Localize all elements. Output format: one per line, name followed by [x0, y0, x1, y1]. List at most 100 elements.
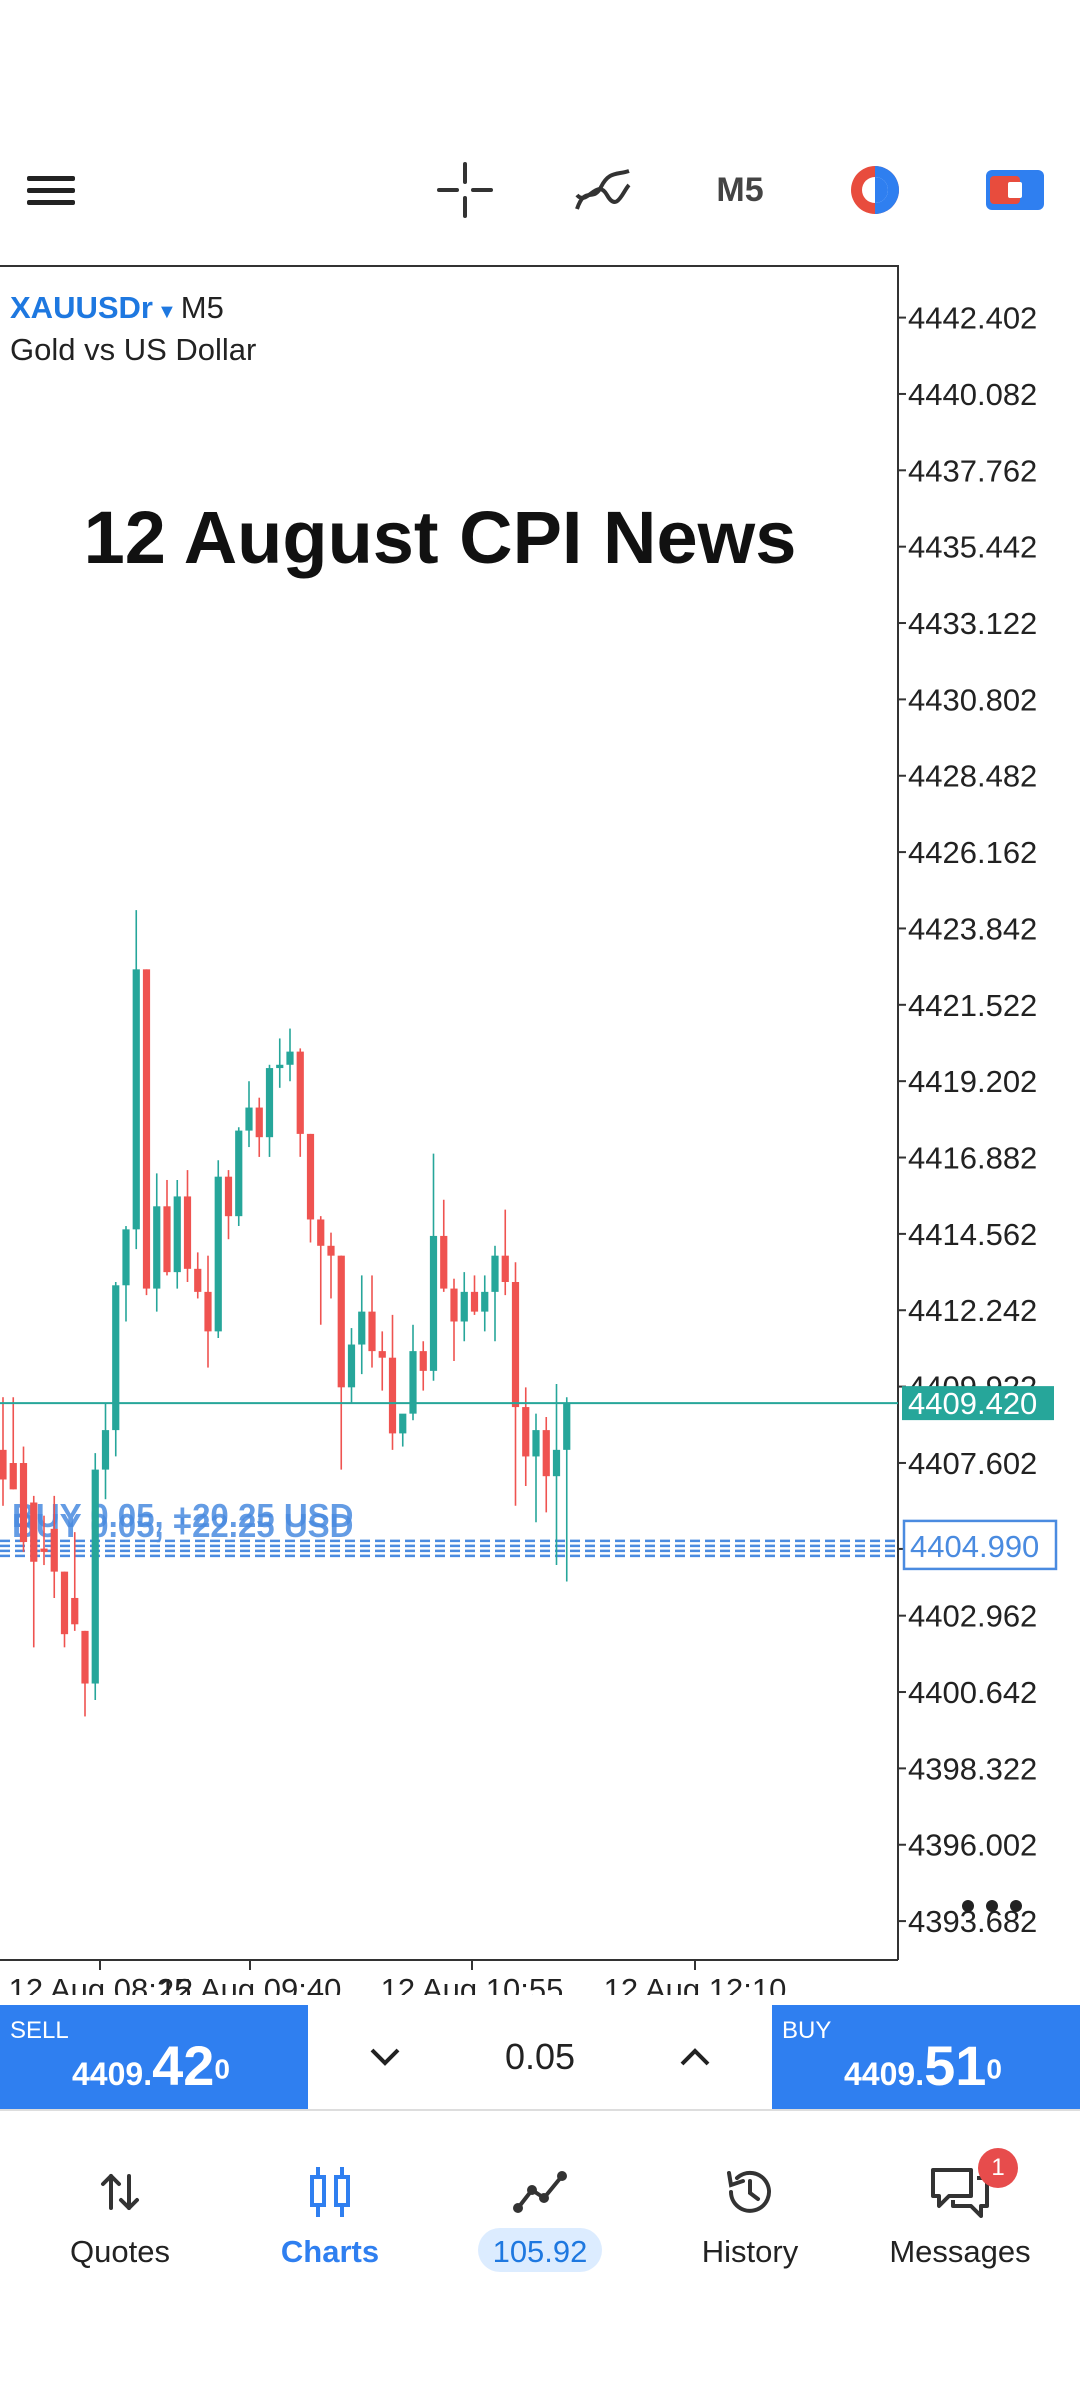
- y-tick-label: 4423.842: [908, 911, 1037, 946]
- candle-body: [409, 1351, 417, 1414]
- color-icon[interactable]: [980, 130, 1050, 250]
- bid-price-tag: [902, 1386, 1054, 1421]
- y-tick-label: 4435.442: [908, 530, 1037, 565]
- bid-price-label: 4409.420: [908, 1386, 1037, 1421]
- y-tick-label: 4428.482: [908, 759, 1037, 794]
- candle-body: [142, 969, 151, 1289]
- y-tick-label: 4416.882: [908, 1141, 1037, 1176]
- candle-body: [173, 1196, 181, 1273]
- candle-body: [347, 1344, 356, 1388]
- candle-body: [122, 1229, 130, 1286]
- candle-body: [81, 1630, 89, 1684]
- symbol-name[interactable]: XAUUSDr: [10, 290, 153, 325]
- candle-body: [204, 1291, 212, 1332]
- candle-body: [112, 1285, 120, 1431]
- chart-area[interactable]: 4442.402 4440.082 4437.762 4435.442 4433.122…: [0, 265, 1080, 1995]
- more-dots-icon[interactable]: [962, 1900, 1022, 1920]
- candle-body: [255, 1107, 263, 1138]
- buy-price-small: 4409.: [844, 2056, 925, 2092]
- messages-icon: [860, 2162, 1060, 2222]
- nav-messages[interactable]: 1 Messages: [860, 2130, 1060, 2280]
- crosshair-icon[interactable]: [430, 130, 500, 250]
- x-tick-label: 12 Aug 12:10: [604, 1972, 787, 1995]
- buy-price: 4409.510: [844, 2033, 1002, 2098]
- candle-body: [9, 1463, 17, 1490]
- candle-body: [0, 1449, 7, 1480]
- messages-badge: 1: [978, 2148, 1018, 2188]
- candle-body: [399, 1413, 407, 1434]
- candle-body: [71, 1597, 79, 1625]
- candle-body: [30, 1502, 38, 1562]
- candle-body: [429, 1235, 438, 1371]
- candle-body: [542, 1430, 550, 1477]
- trade-value-pill: [478, 2228, 602, 2272]
- candle-body: [163, 1206, 171, 1273]
- y-tick-label: 4426.162: [908, 835, 1037, 870]
- indicator-icon[interactable]: [565, 130, 640, 250]
- candle-body: [91, 1469, 99, 1684]
- y-tick-label: 4396.002: [908, 1828, 1037, 1863]
- symbol-info[interactable]: XAUUSDr ▼ M5 Gold vs US Dollar: [10, 290, 256, 368]
- y-tick-label: 4414.562: [908, 1217, 1037, 1252]
- candle-body: [552, 1449, 561, 1477]
- y-tick-label: 4421.522: [908, 988, 1037, 1023]
- y-tick-label: 4419.202: [908, 1064, 1037, 1099]
- timeframe-button[interactable]: M5: [716, 170, 764, 209]
- candle-body: [522, 1407, 530, 1457]
- position-label: BUY 0.05, +22.25 USD: [12, 1507, 354, 1544]
- x-tick-label: 12 Aug 10:55: [381, 1972, 564, 1995]
- buy-button[interactable]: BUY 4409.510: [772, 2005, 1080, 2109]
- candle-body: [153, 1206, 161, 1289]
- candle-body: [306, 1133, 315, 1220]
- one-click-trade-bar: SELL 4409.420 0.05 BUY 4409.510: [0, 2005, 1080, 2111]
- symbol-timeframe: M5: [180, 290, 224, 325]
- nav-quotes[interactable]: Quotes: [20, 2130, 220, 2280]
- candle-body: [327, 1245, 335, 1256]
- trade-icon[interactable]: [840, 130, 910, 250]
- chevron-down-icon: [370, 2048, 400, 2066]
- candle-body: [296, 1051, 304, 1134]
- position-label: BUY 0.05, +20.25 USD: [12, 1497, 354, 1534]
- candle-body: [286, 1051, 294, 1065]
- candle-body: [276, 1064, 284, 1069]
- candle-body: [235, 1130, 243, 1217]
- nav-history-label: History: [701, 2234, 799, 2269]
- candle-body: [378, 1351, 386, 1358]
- volume-decrease-button[interactable]: [330, 2005, 440, 2109]
- y-tick-label: 4402.962: [908, 1599, 1037, 1634]
- y-tick-label: 4430.802: [908, 682, 1037, 717]
- menu-icon[interactable]: [18, 130, 84, 250]
- volume-input[interactable]: 0.05: [504, 2036, 576, 2077]
- candle-body: [450, 1288, 458, 1322]
- nav-history[interactable]: History: [650, 2130, 850, 2280]
- position-price-label: 4404.990: [910, 1529, 1039, 1564]
- position-price-tag: [902, 1519, 1058, 1571]
- volume-increase-button[interactable]: [640, 2005, 750, 2109]
- y-tick-label: 4412.242: [908, 1293, 1037, 1328]
- sell-button[interactable]: SELL 4409.420: [0, 2005, 308, 2109]
- candle-body: [388, 1357, 397, 1434]
- nav-trade[interactable]: 105.92: [440, 2130, 640, 2280]
- trade-value: 105.92: [492, 2234, 588, 2269]
- candle-body: [265, 1068, 274, 1138]
- nav-quotes-label: Quotes: [70, 2234, 170, 2269]
- x-tick-label: 12 Aug 08:25: [9, 1972, 192, 1995]
- x-tick-label: 12 Aug 09:40: [159, 1972, 342, 1995]
- chart-headline: 12 August CPI News: [83, 496, 797, 579]
- nav-charts[interactable]: Charts: [230, 2130, 430, 2280]
- candle-body: [317, 1219, 325, 1246]
- symbol-caret-icon[interactable]: ▼: [156, 301, 177, 323]
- quotes-icon: [20, 2162, 220, 2222]
- y-tick-label: 4398.322: [908, 1751, 1037, 1786]
- y-tick-label: 4442.402: [908, 301, 1037, 336]
- candle-body: [101, 1430, 110, 1470]
- y-tick-label: 4433.122: [908, 606, 1037, 641]
- sell-label: SELL: [10, 2017, 69, 2044]
- price-chart[interactable]: 4442.402 4440.082 4437.762 4435.442 4433.122…: [0, 265, 1080, 1995]
- chart-toolbar: M5: [0, 130, 1080, 250]
- candle-body: [19, 1463, 28, 1543]
- chevron-up-icon: [680, 2048, 710, 2066]
- buy-price-sup: 0: [986, 2053, 1002, 2085]
- sell-price-small: 4409.: [72, 2056, 153, 2092]
- candle-body: [511, 1282, 520, 1408]
